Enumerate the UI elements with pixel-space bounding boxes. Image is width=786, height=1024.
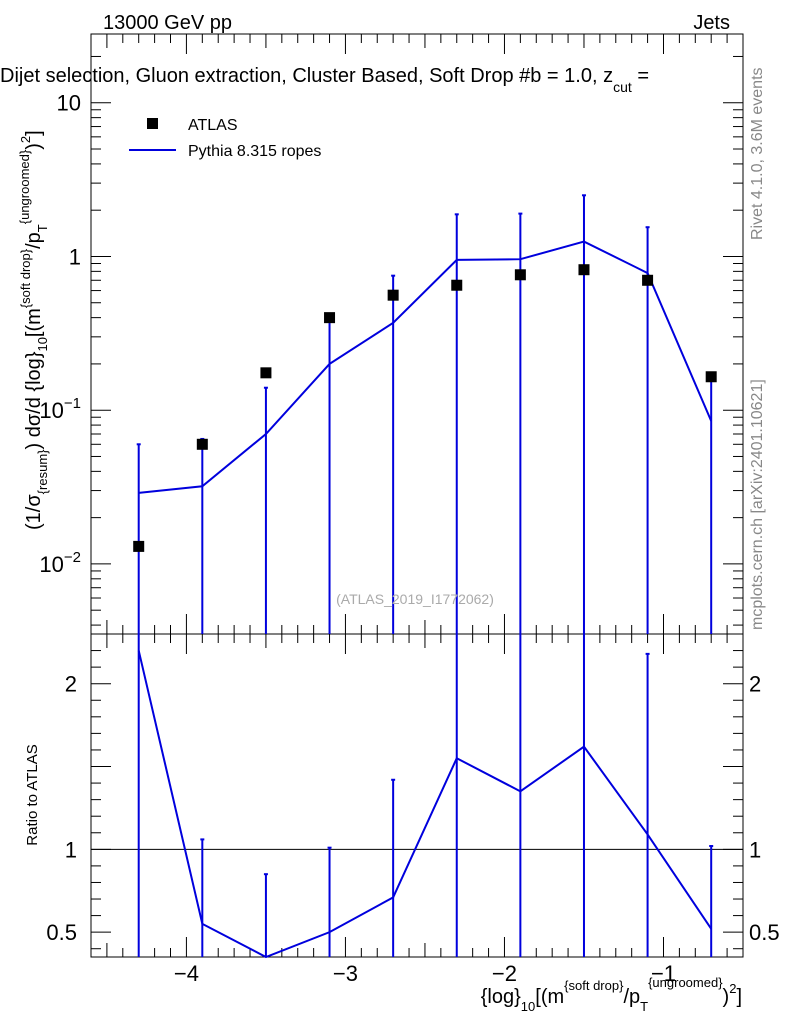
main-axis-ticks: 10 1 10−1 10−2	[39, 55, 743, 626]
ratio-y-tick-label: 1	[65, 837, 77, 862]
data-point	[451, 279, 463, 291]
main-y-axis-label: (1/σ{resum}) dσ/d {log}10[(m{soft drop}/…	[17, 130, 50, 530]
energy-label: 13000 GeV pp	[103, 12, 232, 34]
ratio-frame	[90, 633, 744, 958]
ratio-y-axis-label: Ratio to ATLAS	[24, 744, 41, 845]
data-point	[387, 289, 399, 301]
ratio-y-tick-label-right: 0.5	[749, 920, 780, 945]
main-y-tick-label: 10	[57, 91, 81, 116]
analysis-watermark: (ATLAS_2019_I1772062)	[336, 591, 494, 607]
jets-label: Jets	[693, 12, 730, 34]
ratio-y-tick-label-right: 1	[749, 837, 761, 862]
ratio-y-tick-label-right: 2	[749, 672, 761, 697]
ratio-y-tick-label: 2	[65, 672, 77, 697]
data-point	[705, 371, 717, 383]
main-y-tick-label: 10−2	[39, 549, 81, 577]
main-y-tick-label: 1	[69, 244, 81, 269]
legend-data-marker	[147, 118, 158, 129]
data-point	[578, 264, 590, 276]
ratio-plot-data	[137, 634, 714, 959]
ratio-mc-line	[137, 650, 713, 959]
x-tick-label: −3	[333, 961, 358, 986]
data-point	[642, 274, 654, 286]
mc-line	[138, 240, 713, 494]
x-tick-label: −2	[492, 961, 517, 986]
x-tick-label: −1	[651, 961, 676, 986]
ratio-axis-ticks: 2 2 1 1 0.5 0.5	[46, 650, 780, 950]
main-plot-data	[133, 194, 717, 634]
data-point	[514, 269, 526, 281]
legend-mc-label: Pythia 8.315 ropes	[188, 143, 321, 160]
x-axis-label: {log}10[(m{soft drop}/pT{ungroomed})2]	[481, 975, 742, 1014]
legend: ATLAS Pythia 8.315 ropes	[129, 117, 321, 160]
data-point	[133, 540, 145, 552]
legend-data-label: ATLAS	[188, 117, 238, 134]
plot-title: Dijet selection, Gluon extraction, Clust…	[0, 65, 649, 95]
mcplots-label: mcplots.cern.ch [arXiv:2401.10621]	[749, 379, 766, 630]
data-point	[260, 367, 272, 379]
rivet-version-label: Rivet 4.1.0, 3.6M events	[749, 67, 766, 240]
main-y-tick-label: 10−1	[39, 395, 81, 423]
x-tick-label: −4	[174, 961, 199, 986]
data-point	[196, 438, 208, 450]
data-point	[324, 312, 336, 324]
ratio-y-tick-label: 0.5	[46, 920, 77, 945]
